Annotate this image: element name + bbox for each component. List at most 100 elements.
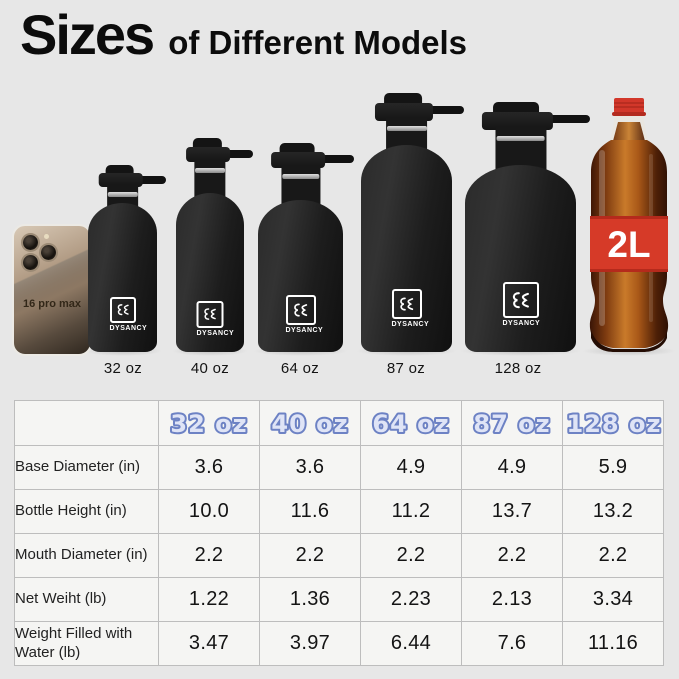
- table-row: Bottle Height (in) 10.0 11.6 11.2 13.7 1…: [14, 489, 664, 534]
- value-cell: 2.2: [562, 533, 664, 578]
- bottle-body: [258, 200, 343, 352]
- brand-logo: DYSANCY: [196, 301, 235, 337]
- value-cell: 13.7: [461, 489, 563, 534]
- value-cell: 2.2: [360, 533, 462, 578]
- table-header-87oz: 87 oz: [461, 400, 563, 446]
- phone-camera-lens-icon: [23, 235, 38, 250]
- bottle-spout: [105, 165, 135, 175]
- row-label: Mouth Diameter (in): [14, 533, 159, 578]
- row-label: Bottle Height (in): [14, 489, 159, 534]
- brand-glyph-icon: [204, 308, 217, 321]
- brand-name: DYSANCY: [285, 327, 324, 334]
- brand-logo: DYSANCY: [502, 282, 540, 327]
- size-label-128oz: 128 oz: [494, 360, 542, 377]
- table-corner-cell: [14, 400, 159, 446]
- bottle-body: [88, 203, 157, 352]
- brand-logo: DYSANCY: [391, 289, 430, 328]
- header-bubble-text: 128 oz: [565, 408, 663, 440]
- brand-logo-icon: [285, 295, 316, 325]
- brand-logo: DYSANCY: [285, 295, 324, 334]
- value-cell: 7.6: [461, 621, 563, 666]
- brand-name: DYSANCY: [109, 325, 148, 332]
- bottle-87oz: DYSANCY: [361, 93, 464, 352]
- bottle-spout: [279, 143, 315, 154]
- value-cell: 3.47: [158, 621, 260, 666]
- row-label: Weight Filled with Water (lb): [14, 621, 159, 666]
- brand-name: DYSANCY: [196, 330, 235, 337]
- bottle-steel-rim: [107, 192, 138, 197]
- cola-bottle-graphic: 2L: [589, 98, 669, 352]
- value-cell: 1.22: [158, 577, 260, 622]
- table-header-40oz: 40 oz: [259, 400, 361, 446]
- bottle-128oz: DYSANCY: [465, 102, 591, 352]
- value-cell: 3.6: [158, 445, 260, 490]
- value-cell: 4.9: [461, 445, 563, 490]
- brand-glyph-icon: [513, 291, 530, 309]
- bottle-40oz: DYSANCY: [176, 138, 253, 352]
- value-cell: 13.2: [562, 489, 664, 534]
- title-main: Sizes: [20, 3, 155, 66]
- header-bubble-text: 64 oz: [370, 408, 450, 440]
- value-cell: 5.9: [562, 445, 664, 490]
- brand-glyph-icon: [117, 304, 129, 316]
- brand-logo-icon: [109, 297, 136, 323]
- value-cell: 2.2: [259, 533, 361, 578]
- phone-16-pro-max: 16 pro max: [12, 224, 92, 356]
- bottle-64oz: DYSANCY: [258, 143, 355, 352]
- value-cell: 1.36: [259, 577, 361, 622]
- value-cell: 2.13: [461, 577, 563, 622]
- svg-text:40 oz: 40 oz: [271, 410, 348, 438]
- value-cell: 11.16: [562, 621, 664, 666]
- brand-logo: DYSANCY: [109, 297, 148, 332]
- phone-camera-lens-icon: [23, 255, 38, 270]
- brand-name: DYSANCY: [391, 321, 430, 328]
- value-cell: 6.44: [360, 621, 462, 666]
- bottle-steel-rim: [195, 168, 225, 173]
- size-label-64oz: 64 oz: [280, 360, 320, 377]
- bottle-handle: [213, 150, 253, 158]
- bottle-lid: [98, 173, 143, 187]
- bottle-32oz: DYSANCY: [88, 165, 166, 352]
- bottle-body: [176, 193, 244, 352]
- table-row: Base Diameter (in) 3.6 3.6 4.9 4.9 5.9: [14, 445, 664, 490]
- bottle-spout: [492, 102, 540, 114]
- bottle-lid: [374, 103, 433, 121]
- phone-flash-icon: [44, 234, 49, 239]
- table-header-32oz: 32 oz: [158, 400, 260, 446]
- value-cell: 11.2: [360, 489, 462, 534]
- header-bubble-text: 87 oz: [471, 408, 551, 440]
- bottle-lid: [481, 112, 553, 130]
- page-title: Sizes of Different Models: [20, 2, 467, 67]
- row-label: Base Diameter (in): [14, 445, 159, 490]
- header-bubble-text: 40 oz: [269, 408, 349, 440]
- brand-logo-icon: [502, 282, 539, 318]
- bottle-steel-rim: [496, 136, 545, 141]
- value-cell: 3.97: [259, 621, 361, 666]
- bottle-lid: [186, 147, 230, 162]
- svg-text:128 oz: 128 oz: [567, 410, 662, 438]
- phone-camera-lens-icon: [41, 245, 56, 260]
- bottle-body: [465, 165, 576, 352]
- value-cell: 2.2: [461, 533, 563, 578]
- size-label-40oz: 40 oz: [190, 360, 230, 377]
- brand-glyph-icon: [294, 303, 308, 317]
- bottle-handle: [411, 106, 464, 114]
- row-label: Net Weiht (lb): [14, 577, 159, 622]
- brand-glyph-icon: [400, 297, 414, 311]
- phone-label: 16 pro max: [22, 298, 82, 310]
- value-cell: 10.0: [158, 489, 260, 534]
- value-cell: 2.2: [158, 533, 260, 578]
- brand-logo-icon: [391, 289, 422, 319]
- table-row: Weight Filled with Water (lb) 3.47 3.97 …: [14, 621, 664, 666]
- value-cell: 3.6: [259, 445, 361, 490]
- size-label-32oz: 32 oz: [103, 360, 143, 377]
- table-header-64oz: 64 oz: [360, 400, 462, 446]
- table-row: Net Weiht (lb) 1.22 1.36 2.23 2.13 3.34: [14, 577, 664, 622]
- bottle-steel-rim: [281, 174, 320, 179]
- value-cell: 4.9: [360, 445, 462, 490]
- value-cell: 2.23: [360, 577, 462, 622]
- svg-text:64 oz: 64 oz: [372, 410, 449, 438]
- svg-text:32 oz: 32 oz: [170, 410, 247, 438]
- value-cell: 3.34: [562, 577, 664, 622]
